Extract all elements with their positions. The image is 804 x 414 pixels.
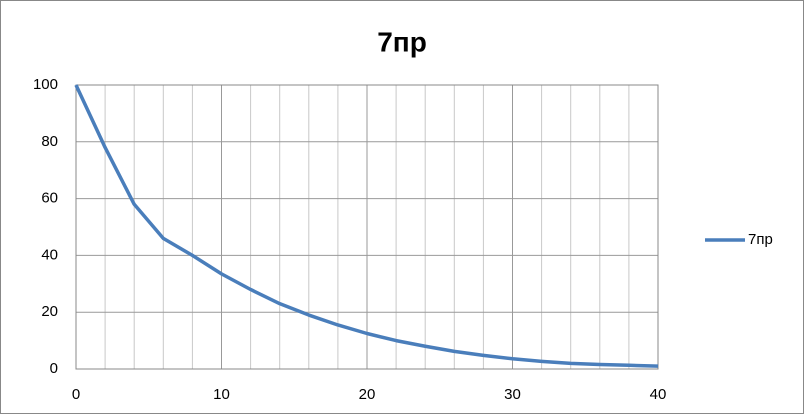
y-tick-label: 60 <box>41 190 58 207</box>
legend-label: 7пр <box>748 231 773 248</box>
chart-title: 7пр <box>377 26 427 57</box>
x-tick-label: 10 <box>213 386 230 403</box>
y-tick-label: 80 <box>41 133 58 150</box>
y-tick-label: 40 <box>41 246 58 263</box>
x-tick-label: 0 <box>72 386 80 403</box>
y-tick-label: 20 <box>41 303 58 320</box>
x-tick-label: 20 <box>359 386 376 403</box>
y-tick-label: 100 <box>33 76 58 93</box>
line <box>74 84 659 368</box>
y-tick-label: 0 <box>50 360 58 377</box>
plot-area <box>75 84 659 370</box>
x-tick-label: 30 <box>504 386 521 403</box>
x-tick-label: 40 <box>650 386 667 403</box>
